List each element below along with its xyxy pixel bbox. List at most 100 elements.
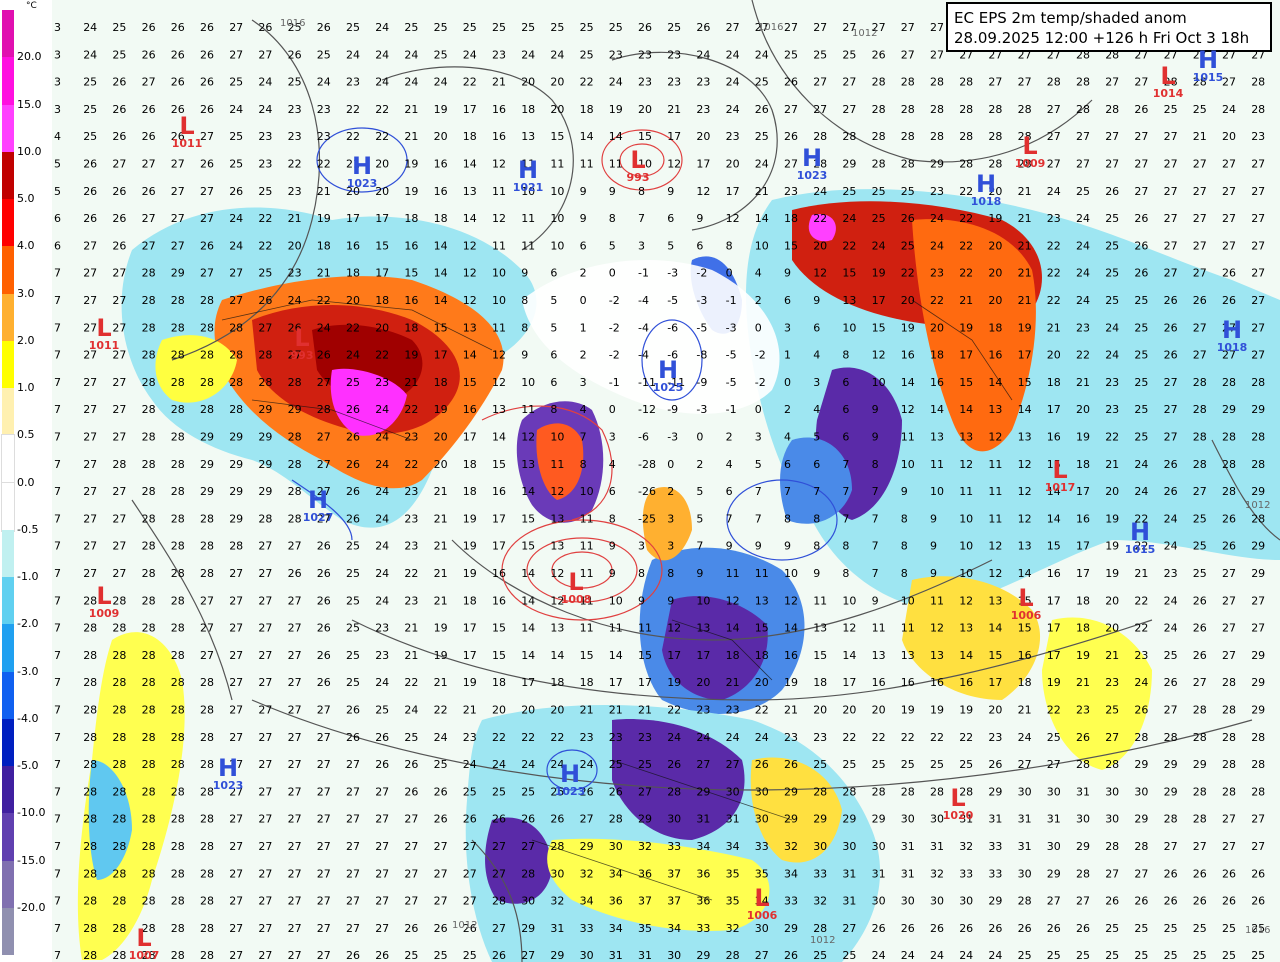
- isobar-label: 1016: [280, 18, 306, 29]
- color-scale-legend: °C 20.0 15.0 10.0 5.0 4.0 3.0 2.0 1.0 0.5 0.0 -0.5…: [0, 0, 53, 962]
- map-canvas: [52, 0, 1280, 962]
- africa-land: [465, 705, 881, 962]
- map-title: EC EPS 2m temp/shaded anom: [954, 9, 1187, 27]
- pressure-center-letter: L: [136, 924, 152, 952]
- pressure-center-letter: H: [217, 754, 239, 782]
- legend-swatch: [2, 860, 14, 909]
- low-pressure-center: L 1017: [1044, 458, 1076, 493]
- pressure-center-letter: L: [754, 884, 770, 912]
- pressure-center-letter: L: [1022, 132, 1038, 160]
- legend-label: -4.0: [17, 711, 39, 725]
- pressure-center-value: 1009: [88, 607, 120, 620]
- isobar-label: 1012: [1245, 500, 1271, 511]
- low-pressure-center: L 1011: [171, 114, 203, 149]
- high-pressure-contours: [291, 127, 838, 791]
- high-pressure-center: H 1015: [1124, 520, 1156, 555]
- low-pressure-center: L 993: [622, 148, 654, 183]
- pressure-center-letter: H: [1197, 46, 1219, 74]
- pressure-center-letter: H: [351, 152, 373, 180]
- legend-swatch: [2, 57, 14, 106]
- pressure-center-value: 1009: [1014, 157, 1046, 170]
- isobar-label: 1016: [1245, 925, 1271, 936]
- low-pressure-center: L 1006: [1010, 586, 1042, 621]
- pressure-center-letter: H: [657, 356, 679, 384]
- pressure-center-letter: L: [96, 314, 112, 342]
- pressure-center-value: 1006: [1010, 609, 1042, 622]
- high-pressure-center: H 1021: [512, 158, 544, 193]
- greenland-land: [516, 401, 604, 523]
- pressure-center-value: 1023: [554, 785, 586, 798]
- legend-label: 2.0: [17, 333, 35, 347]
- pressure-center-letter: H: [559, 760, 581, 788]
- legend-swatch: [2, 813, 14, 862]
- legend-label: -10.0: [17, 806, 46, 820]
- isobar-label: 1016: [758, 22, 784, 33]
- low-pressure-center: L 1011: [88, 316, 120, 351]
- pressure-center-value: 1017: [1044, 481, 1076, 494]
- pressure-center-letter: H: [975, 170, 997, 198]
- high-pressure-center: H 1023: [346, 154, 378, 189]
- legend-label: 0.0: [17, 475, 35, 489]
- borders: [221, 299, 1013, 901]
- legend-swatch: [2, 199, 14, 248]
- high-pressure-center: H 1027: [302, 488, 334, 523]
- pressure-center-value: 1015: [1192, 71, 1224, 84]
- high-pressure-center: H 1023: [554, 762, 586, 797]
- legend-label: -20.0: [17, 900, 46, 914]
- legend-swatch: [2, 766, 14, 815]
- pressure-center-letter: L: [179, 112, 195, 140]
- pressure-center-letter: H: [1129, 518, 1151, 546]
- legend-label: 1.0: [17, 381, 35, 394]
- legend-swatch: [2, 577, 14, 626]
- low-pressure-center: L 1007: [128, 926, 160, 961]
- isobar-contours: [131, 0, 1280, 962]
- pressure-center-letter: H: [1221, 316, 1243, 344]
- legend-swatch: [2, 246, 14, 295]
- high-pressure-center: H 1023: [212, 756, 244, 791]
- pressure-center-value: 1014: [1152, 87, 1184, 100]
- legend-label: -2.0: [17, 617, 39, 631]
- pressure-center-value: 1008: [560, 593, 592, 606]
- pressure-center-value: 1015: [1124, 543, 1156, 556]
- legend-label: -3.0: [17, 664, 39, 678]
- legend-swatch: [2, 340, 14, 389]
- asia-land: [690, 189, 1280, 770]
- pressure-center-value: 1011: [171, 137, 203, 150]
- europe-land: [639, 486, 805, 714]
- pressure-center-value: 1020: [942, 809, 974, 822]
- legend-label: 3.0: [17, 286, 35, 300]
- isobar-label: 1012: [452, 920, 478, 931]
- legend-swatch: [2, 293, 14, 342]
- map-run-time: 28.09.2025 12:00 +126 h Fri Oct 3 18h: [954, 29, 1250, 47]
- legend-swatch: [2, 624, 14, 673]
- low-pressure-center: L 1014: [1152, 64, 1184, 99]
- pressure-center-value: 1023: [796, 169, 828, 182]
- isobar-label: 1012: [852, 28, 878, 39]
- pressure-center-letter: L: [950, 784, 966, 812]
- pressure-center-value: 993: [290, 349, 314, 362]
- pressure-center-value: 1025: [652, 381, 684, 394]
- legend-label: 15.0: [17, 97, 42, 111]
- legend-swatch: [2, 10, 14, 59]
- map-title-box: EC EPS 2m temp/shaded anom 28.09.2025 12…: [946, 2, 1272, 52]
- legend-label: -1.0: [17, 570, 39, 583]
- legend-swatch: [2, 529, 14, 578]
- pressure-center-letter: H: [517, 156, 539, 184]
- low-pressure-contours: [481, 129, 683, 621]
- legend-swatch: [2, 671, 14, 720]
- legend-swatch: [1, 481, 15, 532]
- pressure-center-value: 1027: [302, 511, 334, 524]
- legend-label: -15.0: [17, 853, 46, 867]
- pressure-center-letter: L: [568, 568, 584, 596]
- pressure-center-value: 993: [626, 171, 650, 184]
- pressure-center-letter: H: [801, 144, 823, 172]
- pressure-center-letter: L: [630, 146, 646, 174]
- pressure-center-value: 1007: [128, 949, 160, 962]
- legend-label: 0.5: [17, 428, 35, 442]
- high-pressure-center: H 1025: [652, 358, 684, 393]
- low-pressure-center: L 1009: [1014, 134, 1046, 169]
- high-pressure-center: H 1018: [1216, 318, 1248, 353]
- legend-label: -0.5: [17, 522, 39, 536]
- high-pressure-center: H 1015: [1192, 48, 1224, 83]
